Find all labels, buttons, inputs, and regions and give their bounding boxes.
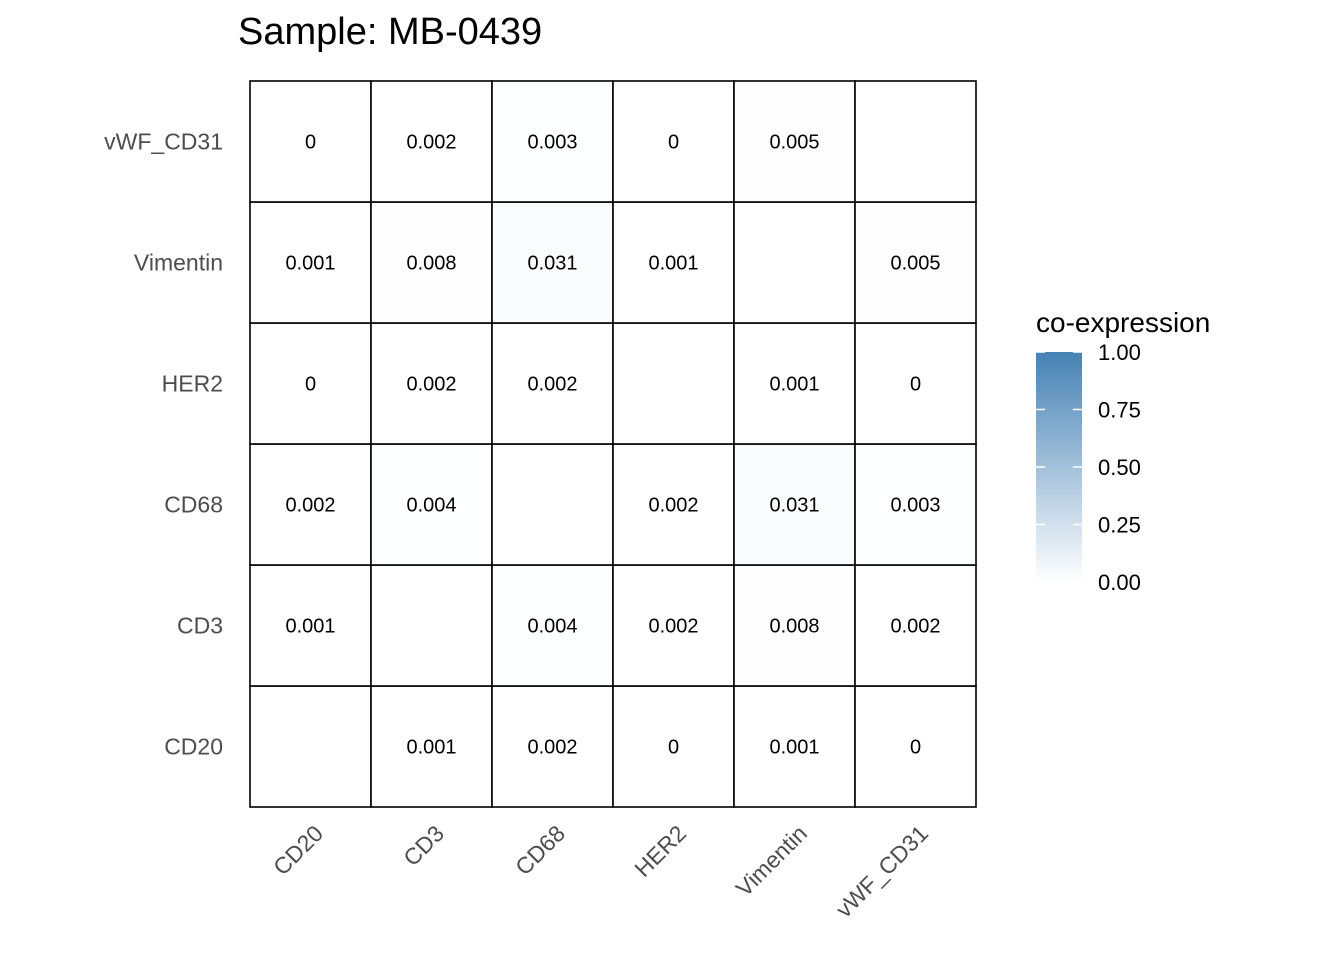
- cell-value-label: 0.002: [648, 616, 698, 638]
- heatmap-cell-cd3-cd20: [370, 685, 493, 808]
- cell-value-label: 0.003: [527, 132, 577, 154]
- cell-value-label: 0: [305, 374, 316, 396]
- legend-tick-label: 1.00: [1098, 340, 1141, 365]
- cell-value-label: 0.001: [648, 253, 698, 275]
- cell-value-label: 0.001: [285, 616, 335, 638]
- heatmap-cell-her2-cd68: [612, 443, 735, 566]
- cell-value-label: 0.002: [890, 616, 940, 638]
- cell-value-label: 0.002: [406, 374, 456, 396]
- heatmap-cell-cd68-cd20: [491, 685, 614, 808]
- legend-title: co-expression: [1036, 307, 1210, 338]
- cell-value-label: 0.002: [648, 495, 698, 517]
- cell-value-label: 0.002: [406, 132, 456, 154]
- heatmap-cell-vwf-cd31-vwf-cd31: [854, 80, 977, 203]
- cell-value-label: 0.003: [890, 495, 940, 517]
- heatmap-cell-vwf-cd31-vimentin: [854, 201, 977, 324]
- heatmap-cell-cd68-cd68: [491, 443, 614, 566]
- legend-ticks: 1.00 0.75 0.50 0.25 0.00: [1036, 340, 1141, 595]
- heatmap-cell-vimentin-her2: [733, 322, 856, 445]
- x-tick-label-her2: HER2: [629, 820, 691, 882]
- y-axis-tick-labels: CD20 CD3 CD68 HER2 Vimentin vWF_CD31: [104, 129, 223, 760]
- cell-value-label: 0.008: [406, 253, 456, 275]
- heatmap-cell-cd20-her2: [249, 322, 372, 445]
- cell-value-label: 0: [305, 132, 316, 154]
- cell-value-label: 0.031: [527, 253, 577, 275]
- y-tick-label-her2: HER2: [162, 371, 223, 397]
- heatmap-cell-cd68-vimentin: [491, 201, 614, 324]
- x-axis-tick-labels: CD20 CD3 CD68 HER2 Vimentin vWF_CD31: [268, 820, 933, 922]
- heatmap-cell-cd20-cd20: [249, 685, 372, 808]
- cell-value-label: 0.008: [769, 616, 819, 638]
- heatmap-cell-cd20-vimentin: [249, 201, 372, 324]
- heatmap-cell-cd3-her2: [370, 322, 493, 445]
- cell-value-label: 0.005: [890, 253, 940, 275]
- x-tick-label-cd68: CD68: [510, 820, 570, 880]
- heatmap-cell-vwf-cd31-cd68: [854, 443, 977, 566]
- heatmap-cell-cd3-cd68: [370, 443, 493, 566]
- x-tick-label-cd3: CD3: [398, 820, 449, 871]
- x-tick-label-vwf-cd31: vWF_CD31: [831, 820, 933, 922]
- y-tick-label-cd20: CD20: [164, 734, 223, 760]
- cell-value-label: 0: [668, 132, 679, 154]
- heatmap-cell-vimentin-cd20: [733, 685, 856, 808]
- cell-value-label: 0.001: [406, 737, 456, 759]
- legend-tick-label: 0.00: [1098, 570, 1141, 595]
- color-legend: co-expression 1.00 0.75 0.50 0.25 0.00: [1036, 307, 1210, 595]
- heatmap-cell-her2-vwf-cd31: [612, 80, 735, 203]
- heatmap-cell-cd20-cd3: [249, 564, 372, 687]
- chart-title: Sample: MB-0439: [238, 11, 542, 53]
- heatmap-cell-vwf-cd31-cd3: [854, 564, 977, 687]
- cell-value-label: 0: [910, 374, 921, 396]
- heatmap-cell-cd68-her2: [491, 322, 614, 445]
- heatmap-cell-cd68-vwf-cd31: [491, 80, 614, 203]
- heatmap-cell-vimentin-vimentin: [733, 201, 856, 324]
- legend-tick-label: 0.50: [1098, 455, 1141, 480]
- heatmap-cell-cd68-cd3: [491, 564, 614, 687]
- heatmap-cell-vimentin-cd3: [733, 564, 856, 687]
- heatmap-cells: 0.001 0.002 0 0.001 0 0.001 0.004 0.002 0.008 0.0…: [249, 80, 977, 808]
- cell-value-label: 0.002: [527, 374, 577, 396]
- heatmap-cell-her2-cd3: [612, 564, 735, 687]
- y-tick-label-cd68: CD68: [164, 492, 223, 518]
- y-tick-label-cd3: CD3: [177, 613, 223, 639]
- y-tick-label-vwf-cd31: vWF_CD31: [104, 129, 223, 155]
- x-tick-label-cd20: CD20: [268, 820, 328, 880]
- cell-value-label: 0.004: [406, 495, 456, 517]
- cell-value-label: 0.001: [769, 374, 819, 396]
- heatmap-cell-her2-her2: [612, 322, 735, 445]
- legend-tick-label: 0.75: [1098, 398, 1141, 423]
- y-tick-label-vimentin: Vimentin: [134, 250, 223, 276]
- heatmap-cell-vwf-cd31-her2: [854, 322, 977, 445]
- heatmap-cell-cd3-cd3: [370, 564, 493, 687]
- heatmap-cell-cd3-vwf-cd31: [370, 80, 493, 203]
- x-tick-label-vimentin: Vimentin: [731, 820, 812, 901]
- legend-tick-label: 0.25: [1098, 513, 1141, 538]
- cell-value-label: 0.001: [285, 253, 335, 275]
- cell-value-label: 0: [668, 737, 679, 759]
- cell-value-label: 0.002: [527, 737, 577, 759]
- cell-value-label: 0.001: [769, 737, 819, 759]
- cell-value-label: 0: [910, 737, 921, 759]
- heatmap-cell-vwf-cd31-cd20: [854, 685, 977, 808]
- cell-value-label: 0.031: [769, 495, 819, 517]
- cell-value-label: 0.002: [285, 495, 335, 517]
- cell-value-label: 0.005: [769, 132, 819, 154]
- cell-value-label: 0.004: [527, 616, 577, 638]
